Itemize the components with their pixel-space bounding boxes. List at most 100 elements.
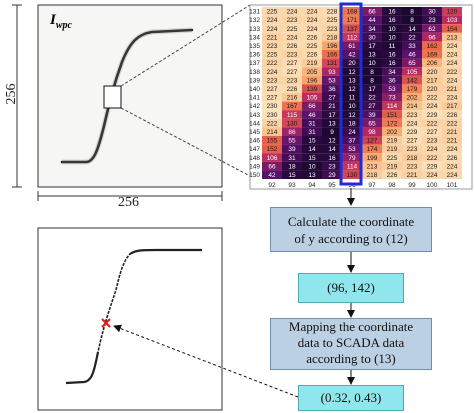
heatmap-cell-value: 226 xyxy=(387,172,398,179)
heatmap-cell-value: 39 xyxy=(288,146,296,153)
heatmap-cell-value: 167 xyxy=(287,103,298,110)
col-label: 95 xyxy=(328,182,336,189)
heatmap-cell xyxy=(282,15,302,25)
scada-image-panel xyxy=(37,227,223,411)
heatmap-cell xyxy=(322,101,342,111)
heatmap-cell xyxy=(382,170,402,179)
heatmap-cell xyxy=(302,50,322,59)
heatmap-cell xyxy=(442,7,462,16)
step-mapping-scada: Mapping the coordinate data to SCADA dat… xyxy=(270,318,432,370)
row-label: 131 xyxy=(249,9,260,16)
heatmap-cell-value: 217 xyxy=(447,103,458,110)
heatmap-cell-value: 223 xyxy=(287,52,298,59)
heatmap-cell-value: 31 xyxy=(308,120,316,127)
heatmap-cell xyxy=(262,170,282,179)
row-label: 146 xyxy=(249,138,260,145)
heatmap-cell-value: 223 xyxy=(267,77,278,84)
heatmap-cell xyxy=(362,170,382,179)
heatmap-cell xyxy=(422,24,442,33)
intersection-marker xyxy=(101,318,111,328)
image-label-main: I xyxy=(50,12,56,28)
heatmap-cell xyxy=(402,24,422,33)
heatmap-cell-value: 196 xyxy=(307,77,318,84)
heatmap-cell xyxy=(282,127,302,136)
heatmap-cell xyxy=(282,50,302,59)
heatmap-cell-value: 174 xyxy=(367,146,378,153)
result-coordinate-box: (96, 142) xyxy=(298,273,404,303)
heatmap-cell-value: 226 xyxy=(307,34,318,41)
heatmap-cell-value: 221 xyxy=(407,172,418,179)
col-label: 93 xyxy=(288,182,296,189)
image-label: Iwpc xyxy=(50,12,72,31)
heatmap-cell-value: 227 xyxy=(287,69,298,76)
heatmap-cell-value: 131 xyxy=(327,60,338,67)
heatmap-cell xyxy=(382,110,402,119)
heatmap-cell-value: 227 xyxy=(267,86,278,93)
highlight-column xyxy=(339,2,363,186)
heatmap-cell-value: 8 xyxy=(410,17,414,24)
heatmap-cell xyxy=(442,58,462,68)
heatmap-cell-value: 22 xyxy=(368,95,376,102)
heatmap-cell xyxy=(442,136,462,145)
heatmap-cell xyxy=(302,127,322,136)
heatmap-cell xyxy=(342,161,362,171)
heatmap-cell-value: 14 xyxy=(308,146,316,153)
heatmap-cell-value: 223 xyxy=(287,77,298,84)
heatmap-cell xyxy=(442,170,462,179)
heatmap-cell xyxy=(422,153,442,162)
heatmap-cell xyxy=(342,32,362,42)
heatmap-cell-value: 31 xyxy=(288,155,296,162)
heatmap-cell-value: 105 xyxy=(307,95,318,102)
heatmap-cell xyxy=(302,161,322,171)
heatmap-cell-value: 96 xyxy=(428,34,436,41)
heatmap-cell xyxy=(362,136,382,145)
heatmap-cell xyxy=(402,84,422,93)
heatmap-cell xyxy=(402,32,422,42)
row-label: 136 xyxy=(249,52,260,59)
heatmap-cell-value: 229 xyxy=(427,112,438,119)
heatmap-cell xyxy=(422,84,442,93)
heatmap-cell-value: 213 xyxy=(447,34,458,41)
heatmap-cell-value: 155 xyxy=(267,138,278,145)
heatmap-cell xyxy=(302,93,322,102)
heatmap-cell-value: 168 xyxy=(347,9,358,16)
row-label: 145 xyxy=(249,129,260,136)
heatmap-cell-value: 127 xyxy=(367,138,378,145)
heatmap-cell-value: 227 xyxy=(407,138,418,145)
heatmap-cell xyxy=(362,32,382,42)
heatmap-cell-value: 225 xyxy=(387,155,398,162)
heatmap-cell-value: 10 xyxy=(308,163,316,170)
heatmap-cell xyxy=(262,50,282,59)
heatmap-cell xyxy=(302,15,322,25)
heatmap-cell xyxy=(282,32,302,42)
heatmap-cell-value: 44 xyxy=(368,17,376,24)
heatmap-cell-value: 53 xyxy=(348,146,356,153)
heatmap-cell xyxy=(262,101,282,111)
heatmap-cell xyxy=(262,161,282,171)
col-label: 94 xyxy=(308,182,316,189)
heatmap-cell-value: 222 xyxy=(427,95,438,102)
heatmap-cell-value: 53 xyxy=(388,86,396,93)
step2-line-2: data to SCADA data xyxy=(297,335,405,350)
heatmap-cell-value: 224 xyxy=(447,163,458,170)
heatmap-cell-value: 130 xyxy=(287,120,298,127)
heatmap-cell xyxy=(422,32,442,42)
heatmap-cell-value: 227 xyxy=(267,95,278,102)
heatmap-cell xyxy=(302,41,322,50)
heatmap-cell xyxy=(442,50,462,59)
heatmap-cell-value: 219 xyxy=(387,146,398,153)
heatmap-cell-value: 224 xyxy=(307,9,318,16)
heatmap-cell xyxy=(382,15,402,25)
heatmap-cell-value: 220 xyxy=(427,86,438,93)
heatmap-cell-value: 218 xyxy=(407,155,418,162)
heatmap-cell xyxy=(382,161,402,171)
heatmap-cell-value: 112 xyxy=(347,34,358,41)
heatmap-cell xyxy=(402,15,422,25)
heatmap-cell xyxy=(282,161,302,171)
row-label: 148 xyxy=(249,155,260,162)
heatmap-cell xyxy=(362,84,382,93)
heatmap-cell-value: 10 xyxy=(368,60,376,67)
heatmap-cell-value: 115 xyxy=(287,112,298,119)
heatmap-cell-value: 10 xyxy=(348,103,356,110)
heatmap-cell-value: 16 xyxy=(388,17,396,24)
